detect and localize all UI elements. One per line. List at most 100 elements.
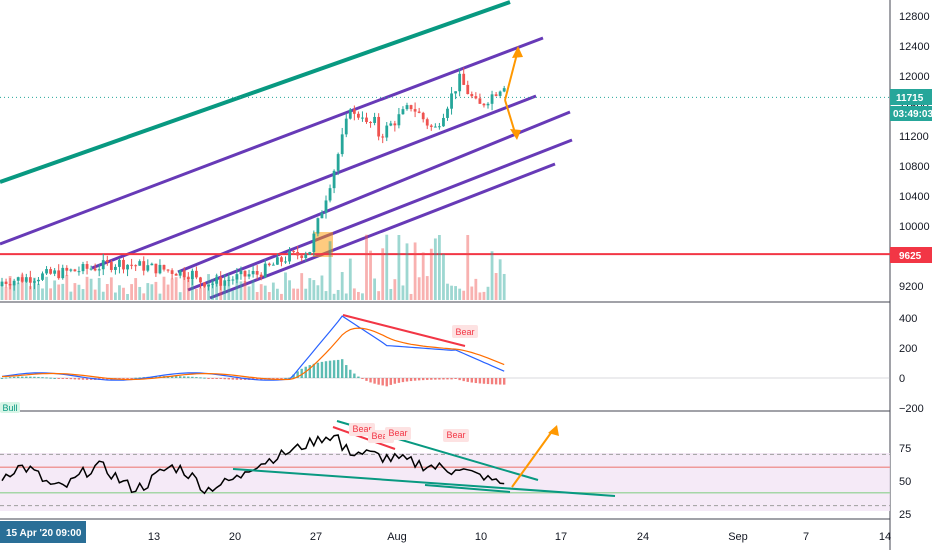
macd-histogram-bar: [195, 377, 198, 379]
volume-bar: [41, 288, 44, 300]
candle-body: [369, 122, 372, 124]
macd-histogram-bar: [417, 378, 421, 381]
macd-histogram-bar: [498, 378, 502, 385]
volume-bar: [101, 291, 105, 300]
macd-histogram-bar: [328, 360, 332, 378]
volume-bar: [199, 287, 202, 300]
candle-body: [474, 96, 478, 99]
candle-body: [166, 269, 170, 271]
candle-body: [348, 109, 352, 119]
x-tick-label: 7: [803, 531, 809, 543]
volume-bar: [211, 278, 214, 300]
candle-body: [158, 264, 162, 274]
volume-bar: [223, 285, 227, 300]
candle-body: [0, 281, 4, 286]
candle-body: [146, 265, 150, 271]
candle-body: [170, 270, 174, 274]
rsi-tick-label: 25: [899, 509, 911, 521]
volume-bar: [312, 280, 316, 300]
x-tick-label: 17: [555, 531, 567, 543]
rsi-bear-label: Bear: [371, 431, 390, 441]
candle-body: [401, 109, 405, 115]
volume-bar: [61, 283, 65, 300]
macd-histogram-bar: [21, 376, 24, 378]
rsi-bear-label: Bear: [352, 424, 371, 434]
candle-body: [203, 282, 206, 287]
volume-bar: [296, 288, 300, 300]
macd-histogram-bar: [397, 378, 401, 383]
volume-bar: [219, 284, 223, 300]
candle-body: [454, 91, 457, 94]
macd-histogram-bar: [446, 378, 449, 380]
candle-body: [97, 269, 101, 271]
candle-body: [446, 108, 449, 118]
volume-bar: [122, 287, 125, 300]
candle-body: [438, 126, 441, 128]
candle-body: [344, 118, 348, 135]
candle-body: [405, 105, 409, 110]
volume-bar: [85, 276, 89, 300]
macd-histogram-bar: [8, 377, 12, 379]
macd-histogram-bar: [284, 377, 287, 379]
macd-histogram-bar: [25, 376, 28, 378]
volume-bar: [227, 276, 231, 300]
volume-bar: [328, 241, 332, 300]
candle-body: [377, 116, 381, 137]
x-tick-label: 20: [229, 531, 241, 543]
candle-body: [352, 109, 356, 114]
macd-histogram-bar: [385, 378, 388, 387]
channel-line: [91, 94, 537, 270]
macd-histogram-bar: [490, 378, 494, 385]
candle-body: [494, 94, 498, 96]
candle-body: [312, 233, 316, 253]
candle-body: [138, 261, 142, 266]
candle-body: [93, 268, 97, 271]
volume-bar: [486, 286, 490, 300]
price-tick-label: 12000: [899, 71, 930, 83]
macd-histogram-bar: [45, 377, 48, 379]
macd-histogram-bar: [29, 376, 32, 378]
macd-histogram-bar: [434, 378, 437, 380]
macd-histogram-bar: [49, 377, 52, 379]
macd-histogram-bar: [300, 368, 303, 378]
volume-bar: [324, 291, 328, 300]
volume-bar: [138, 286, 142, 300]
macd-histogram-bar: [223, 378, 226, 380]
macd-histogram-bar: [458, 378, 461, 381]
macd-histogram-bar: [494, 378, 498, 385]
countdown-tag-bg: [890, 106, 932, 121]
volume-bar: [344, 293, 348, 300]
candle-body: [320, 212, 324, 219]
candle-body: [53, 270, 57, 274]
candle-body: [77, 271, 81, 273]
macd-bear-label: Bear: [455, 327, 474, 337]
candle-body: [12, 280, 16, 286]
macd-histogram-bar: [134, 377, 137, 379]
macd-histogram-bar: [227, 378, 230, 380]
candle-body: [178, 270, 182, 276]
drawing-layer[interactable]: [0, 0, 890, 300]
volume-bar: [466, 235, 470, 300]
volume-bar: [373, 278, 376, 300]
date-tag: 15 Apr '20 09:00: [6, 528, 82, 539]
channel-line: [209, 162, 556, 300]
candle-body: [328, 188, 332, 201]
candle-body: [381, 136, 385, 138]
volume-bar: [263, 285, 267, 300]
candle-body: [433, 126, 437, 128]
volume-bar: [316, 285, 320, 300]
candle-body: [478, 98, 482, 104]
volume-bar: [284, 272, 287, 300]
candle-body: [373, 116, 376, 123]
volume-bar: [158, 293, 162, 300]
macd-histogram-bar: [276, 378, 279, 379]
macd-histogram-bar: [324, 361, 328, 378]
volume-bar: [195, 288, 198, 300]
volume-bar: [292, 288, 295, 300]
macd-histogram-bar: [296, 371, 299, 378]
volume-bar: [20, 274, 24, 300]
candle-body: [33, 281, 36, 283]
volume-bar: [393, 279, 397, 300]
